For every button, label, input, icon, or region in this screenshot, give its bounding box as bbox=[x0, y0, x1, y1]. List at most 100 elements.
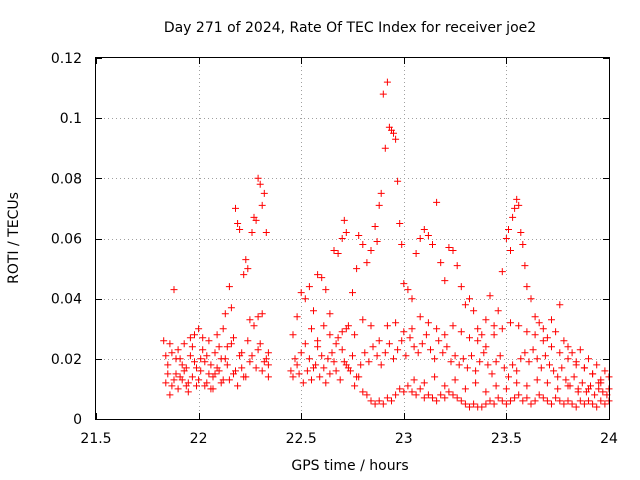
data-point bbox=[363, 259, 371, 267]
y-tick-labels: 0 0.02 0.04 0.06 0.08 0.1 0.12 bbox=[51, 51, 82, 428]
data-point bbox=[320, 364, 328, 372]
data-point bbox=[509, 213, 517, 221]
data-point bbox=[580, 400, 588, 408]
data-point bbox=[256, 180, 264, 188]
data-point bbox=[482, 316, 490, 324]
data-point bbox=[342, 229, 350, 236]
y-tick-label: 0.06 bbox=[51, 232, 82, 248]
data-point bbox=[375, 397, 383, 405]
data-point bbox=[589, 370, 597, 378]
data-point bbox=[349, 289, 356, 297]
data-point bbox=[385, 340, 393, 348]
data-point bbox=[262, 229, 270, 236]
data-point bbox=[248, 352, 256, 360]
data-point bbox=[221, 310, 229, 318]
data-point bbox=[408, 388, 416, 396]
data-point bbox=[180, 367, 188, 375]
data-point bbox=[330, 358, 338, 366]
data-point bbox=[585, 385, 592, 393]
data-point bbox=[427, 346, 434, 354]
x-tick-label: 24 bbox=[600, 431, 618, 447]
data-point bbox=[252, 216, 260, 224]
data-point bbox=[502, 400, 510, 408]
data-point bbox=[359, 241, 367, 248]
data-point bbox=[197, 367, 205, 375]
data-point bbox=[601, 400, 609, 408]
y-tick-label: 0.1 bbox=[60, 111, 82, 127]
data-point bbox=[474, 337, 482, 345]
data-point bbox=[172, 370, 180, 378]
data-point bbox=[336, 376, 344, 384]
data-point bbox=[533, 355, 541, 363]
data-point bbox=[338, 346, 346, 354]
data-point bbox=[338, 235, 346, 242]
data-point bbox=[318, 274, 326, 282]
data-point bbox=[472, 367, 480, 375]
data-point bbox=[199, 334, 207, 342]
data-point bbox=[314, 271, 322, 279]
data-point bbox=[453, 394, 461, 402]
data-point bbox=[359, 316, 367, 324]
data-point bbox=[322, 286, 330, 294]
data-point bbox=[541, 352, 549, 360]
data-point bbox=[490, 331, 498, 339]
data-point bbox=[519, 397, 527, 405]
data-point bbox=[230, 334, 237, 342]
data-point bbox=[353, 265, 361, 273]
data-point bbox=[201, 358, 209, 366]
data-point bbox=[234, 220, 242, 227]
data-point bbox=[439, 349, 447, 357]
data-point bbox=[470, 307, 478, 315]
data-point bbox=[449, 391, 457, 399]
data-point bbox=[258, 201, 266, 209]
data-point bbox=[205, 370, 213, 378]
data-point bbox=[488, 370, 496, 378]
data-point bbox=[213, 364, 221, 372]
data-point bbox=[408, 325, 416, 333]
x-tick-label: 21.5 bbox=[80, 431, 111, 447]
data-point bbox=[289, 373, 297, 381]
data-point bbox=[404, 382, 412, 390]
data-point bbox=[256, 340, 264, 348]
data-point bbox=[240, 373, 248, 381]
data-point bbox=[523, 328, 531, 336]
data-point bbox=[564, 355, 572, 363]
data-point bbox=[498, 325, 506, 333]
data-point bbox=[521, 349, 529, 357]
data-point bbox=[301, 340, 309, 348]
data-point bbox=[375, 337, 383, 345]
data-point bbox=[390, 355, 397, 363]
data-point bbox=[492, 382, 500, 390]
data-point bbox=[394, 346, 402, 354]
data-point bbox=[408, 295, 416, 303]
data-point bbox=[264, 373, 272, 381]
data-point bbox=[164, 361, 172, 369]
data-point bbox=[396, 220, 404, 227]
data-point bbox=[527, 295, 535, 303]
grid-lines bbox=[96, 58, 609, 419]
data-point bbox=[379, 90, 387, 98]
data-point bbox=[164, 370, 172, 378]
data-point bbox=[410, 343, 418, 351]
data-point bbox=[260, 189, 268, 197]
data-point bbox=[484, 361, 492, 369]
data-point bbox=[211, 370, 219, 378]
data-point bbox=[320, 322, 328, 330]
data-point bbox=[509, 361, 517, 369]
data-point bbox=[207, 385, 215, 393]
data-point bbox=[468, 352, 475, 360]
data-point bbox=[328, 349, 336, 357]
data-point bbox=[457, 397, 465, 405]
y-tick-label: 0.08 bbox=[51, 171, 82, 187]
data-point bbox=[264, 349, 272, 357]
data-point bbox=[238, 364, 246, 372]
data-point bbox=[293, 361, 301, 369]
plot-frame bbox=[95, 57, 610, 420]
data-point bbox=[326, 331, 334, 339]
x-tick-label: 23 bbox=[395, 431, 413, 447]
data-point bbox=[466, 403, 473, 411]
data-point bbox=[505, 226, 512, 233]
data-point bbox=[498, 397, 506, 405]
data-point bbox=[318, 352, 326, 360]
